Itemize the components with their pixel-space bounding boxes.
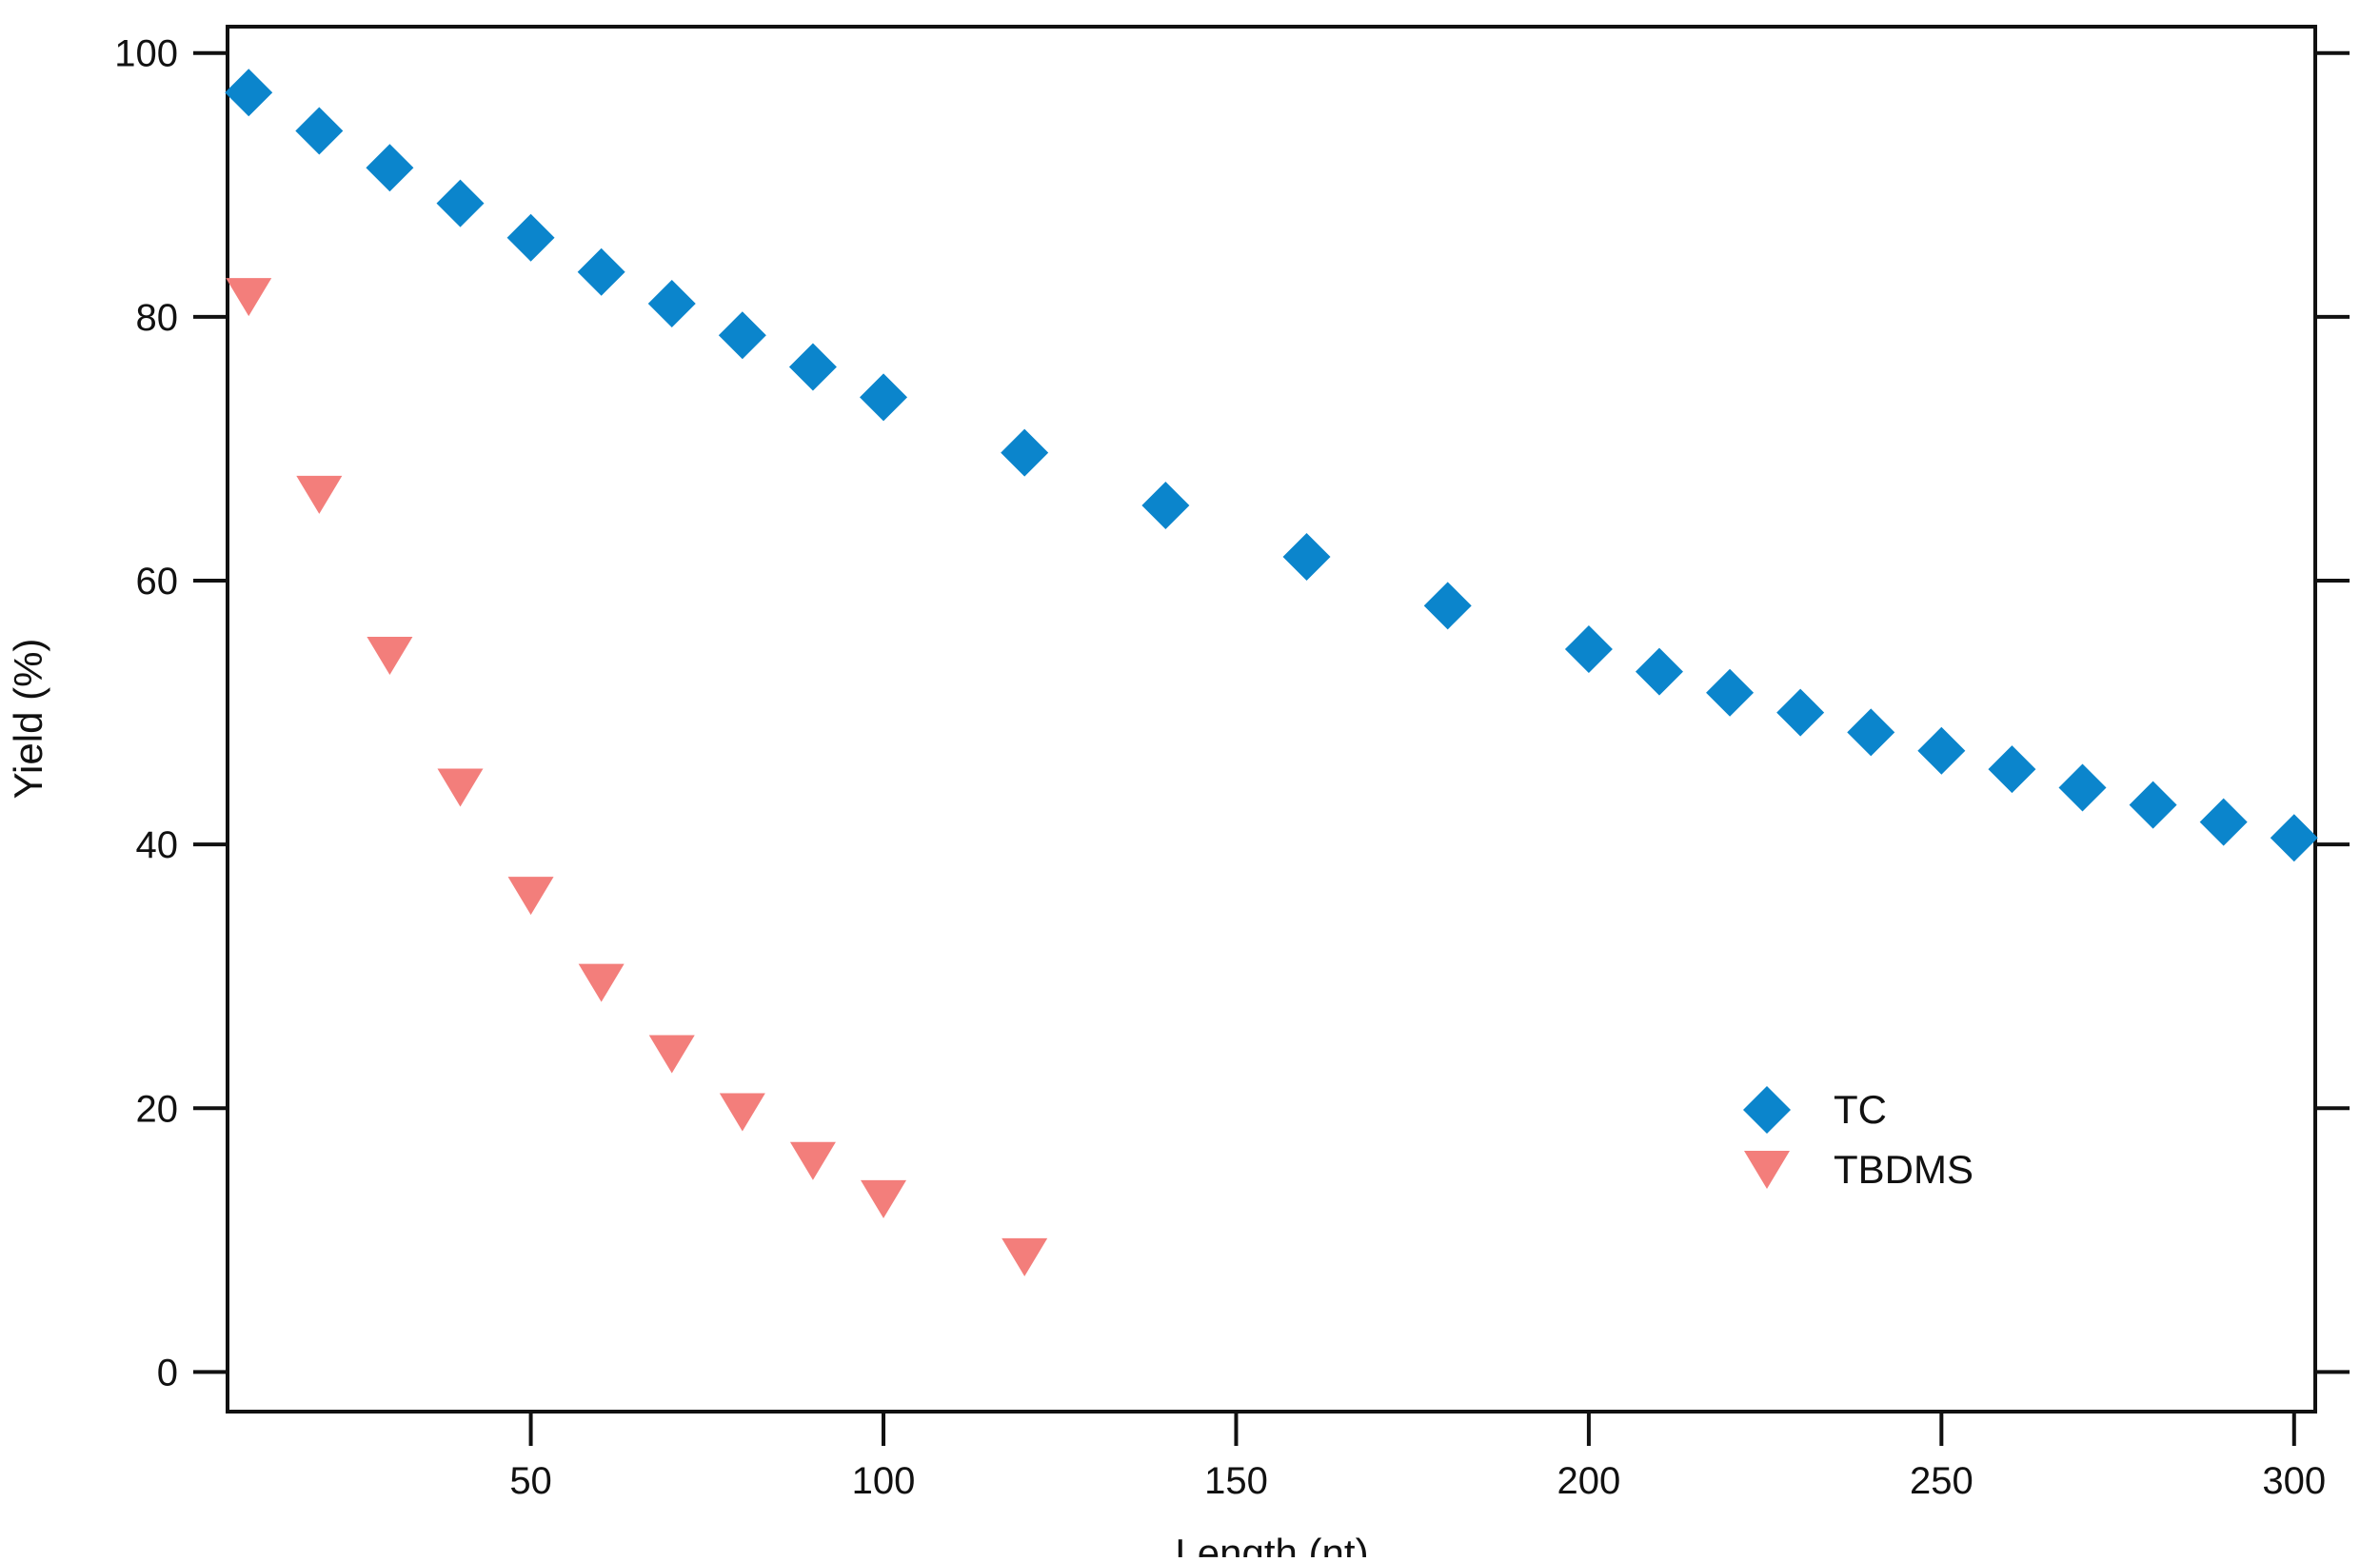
tc-point: [1423, 582, 1472, 630]
tc-point: [1847, 708, 1895, 757]
data-marks: [225, 69, 2318, 1276]
legend-marker-tbdms: [1744, 1151, 1790, 1189]
y-axis-title: Yield (%): [6, 639, 50, 800]
tc-point: [2058, 763, 2107, 812]
tc-point: [788, 343, 837, 391]
axis-ticks: 50 100 150 200 250 300 0 20 40 60 80 100: [114, 33, 2350, 1502]
tc-point: [1776, 688, 1825, 737]
tc-point: [2270, 814, 2318, 862]
tc-point: [1635, 647, 1683, 696]
tbdms-point: [578, 963, 625, 1002]
x-tick-label: 150: [1204, 1460, 1268, 1502]
tc-point: [436, 179, 485, 227]
legend-marker-tc: [1743, 1086, 1791, 1134]
tc-point: [295, 107, 344, 155]
x-tick-label: 200: [1557, 1460, 1621, 1502]
tc-point: [860, 373, 908, 422]
tbdms-point: [861, 1179, 907, 1218]
legend-label-tbdms: TBDMS: [1834, 1147, 1973, 1192]
tc-point: [577, 247, 625, 296]
tc-point: [1988, 745, 2036, 794]
tbdms-point: [437, 768, 484, 807]
tc-point: [1917, 726, 1966, 775]
tc-point: [1141, 482, 1190, 530]
tbdms-point: [789, 1141, 836, 1180]
legend-marks: [1743, 1086, 1791, 1189]
y-tick-label: 60: [136, 561, 179, 603]
tc-point: [366, 144, 414, 192]
tc-point: [1706, 668, 1755, 717]
tc-point: [2129, 781, 2177, 829]
tc-point: [1282, 533, 1331, 582]
tc-point: [1001, 428, 1049, 477]
tbdms-point: [367, 636, 413, 675]
tbdms-point: [1002, 1237, 1048, 1276]
tbdms-point: [648, 1035, 695, 1074]
tbdms-point: [226, 278, 272, 317]
tbdms-point: [507, 877, 554, 916]
y-tick-label: 0: [157, 1352, 178, 1394]
tc-point: [718, 311, 766, 360]
tc-point: [225, 69, 273, 117]
tc-point: [647, 280, 696, 327]
plot-frame: [226, 25, 2317, 1414]
tbdms-point: [719, 1093, 765, 1132]
x-axis-title: Length (nt): [1175, 1531, 1368, 1557]
tc-point: [506, 213, 555, 262]
x-tick-label: 50: [509, 1460, 552, 1502]
x-tick-label: 250: [1910, 1460, 1973, 1502]
tbdms-point: [296, 475, 343, 514]
legend: TC TBDMS: [1743, 1086, 1973, 1192]
y-tick-label: 80: [136, 297, 179, 339]
y-tick-label: 20: [136, 1088, 179, 1130]
tc-point: [1564, 625, 1613, 674]
legend-label-tc: TC: [1834, 1087, 1887, 1132]
y-tick-label: 40: [136, 824, 179, 866]
x-tick-label: 100: [852, 1460, 916, 1502]
x-tick-label: 300: [2262, 1460, 2326, 1502]
tc-point: [2199, 798, 2248, 846]
y-tick-label: 100: [114, 33, 178, 75]
